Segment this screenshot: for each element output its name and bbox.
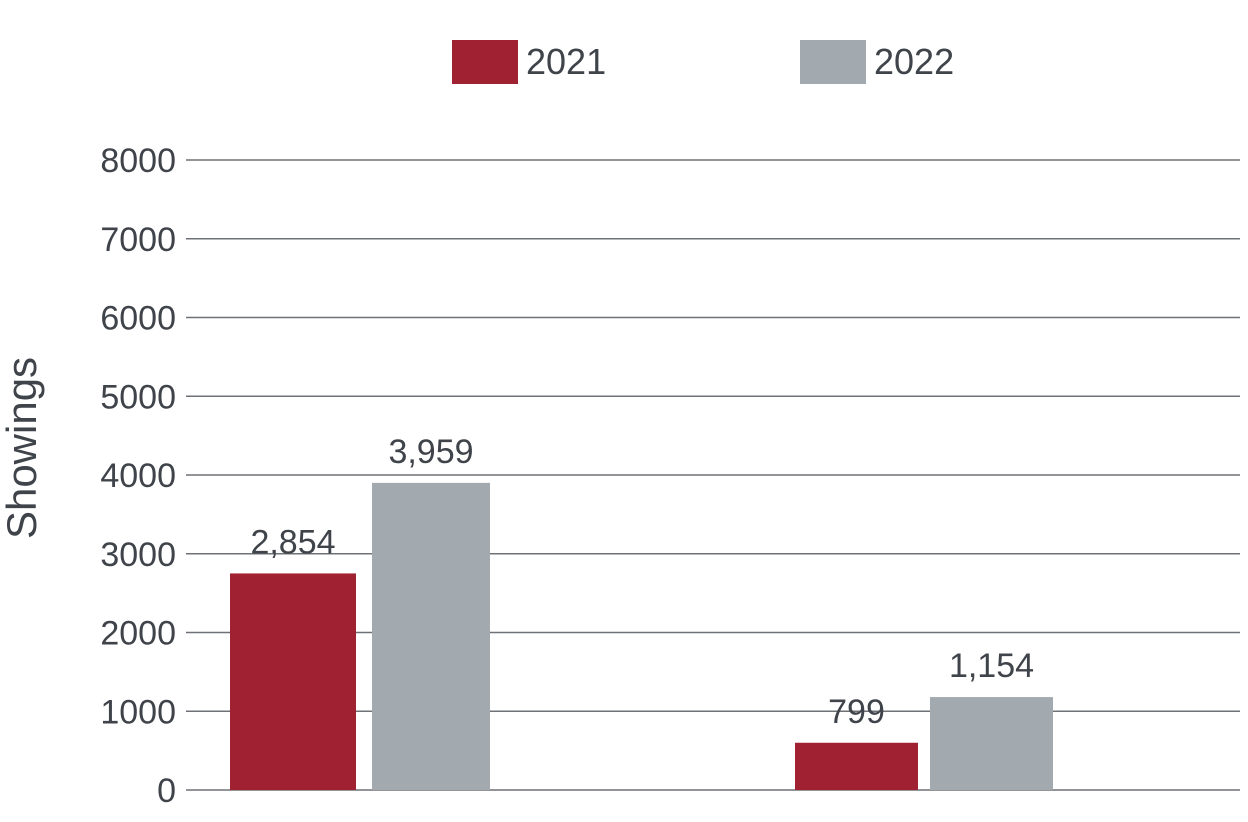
data-label-2022-2: 1,154 (949, 647, 1034, 685)
y-tick-label: 6000 (100, 300, 176, 338)
bar-2022-1 (372, 482, 490, 790)
bars (230, 482, 1053, 790)
y-tick-label: 0 (157, 772, 176, 810)
y-tick-label: 7000 (100, 221, 176, 259)
legend-label-2021: 2021 (526, 41, 606, 82)
y-tick-label: 3000 (100, 536, 176, 574)
legend-label-2022: 2022 (874, 41, 954, 82)
y-axis-title: Showings (0, 357, 45, 539)
y-tick-labels: 0 1000 2000 3000 4000 5000 6000 7000 8000 (100, 142, 176, 810)
data-label-2021-2: 799 (828, 693, 885, 731)
y-tick-label: 2000 (100, 615, 176, 653)
bar-2022-2 (930, 697, 1053, 790)
y-tick-label: 8000 (100, 142, 176, 180)
data-labels: 2,854 799 3,959 1,154 (250, 433, 1034, 731)
y-tick-label: 1000 (100, 693, 176, 731)
y-tick-label: 4000 (100, 457, 176, 495)
data-label-2021-1: 2,854 (250, 523, 335, 561)
legend-swatch-2021 (452, 40, 518, 84)
bar-2021-2 (795, 742, 918, 790)
bar-2021-1 (230, 573, 356, 790)
gridlines (186, 159, 1240, 791)
data-label-2022-1: 3,959 (388, 433, 473, 471)
legend: 2021 2022 (452, 40, 954, 84)
legend-swatch-2022 (800, 40, 866, 84)
y-tick-label: 5000 (100, 378, 176, 416)
